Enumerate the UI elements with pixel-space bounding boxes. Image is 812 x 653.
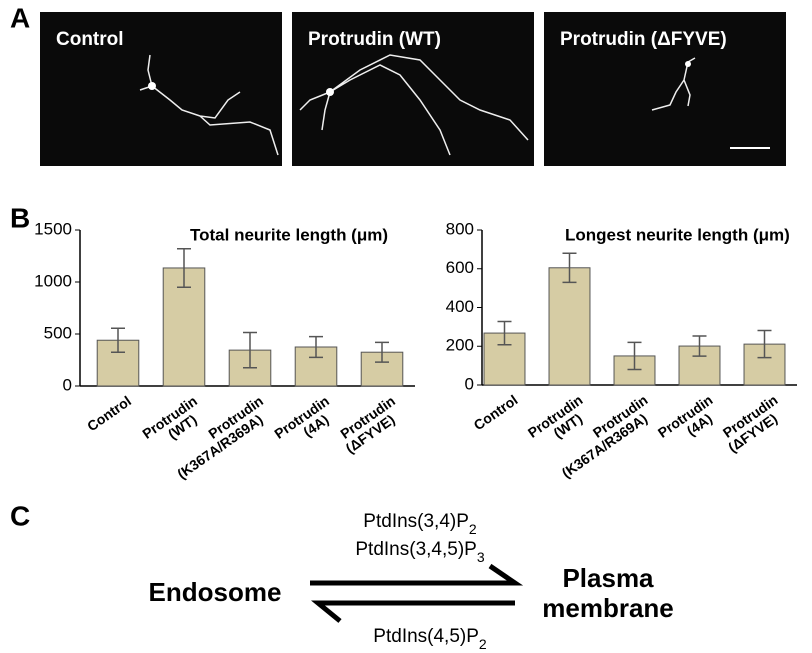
- y-tick-label: 1000: [34, 271, 72, 290]
- lipid-name: PtdIns(3,4)P: [363, 511, 469, 532]
- x-tick-label: Protrudin(4A): [271, 392, 340, 454]
- error-bar: [627, 341, 642, 371]
- panel-label: C: [10, 500, 30, 531]
- lipids: PtdIns(3,4)P2PtdIns(3,4,5)P3PtdIns(4,5)P…: [355, 511, 487, 652]
- x-tick-label: Protrudin(WT): [139, 392, 208, 454]
- bar: [548, 267, 591, 386]
- subscript: 3: [477, 549, 485, 565]
- y-tick-label: 400: [446, 297, 474, 316]
- lipid-name: PtdIns(3,4,5)P: [355, 539, 476, 560]
- chart: Total neurite length (μm) 0 500 1000 1500 Con…: [34, 219, 415, 482]
- lipid-name: PtdIns(4,5)P: [373, 626, 479, 647]
- x-tick-label: Control: [84, 392, 134, 434]
- image-label: Protrudin (WT): [308, 29, 441, 50]
- cell-body: [326, 88, 334, 96]
- error-bar: [497, 320, 512, 346]
- y-tick-label: 0: [465, 374, 474, 393]
- category-line: Control: [470, 391, 520, 433]
- error-bar: [309, 335, 323, 359]
- x-tick-label: Protrudin(ΔFYVE): [716, 391, 789, 455]
- lipid: PtdIns(3,4)P2: [363, 511, 477, 537]
- arrows: [310, 563, 524, 623]
- error-bar: [692, 335, 707, 357]
- panel-label: A: [10, 2, 30, 33]
- image-label: Control: [56, 29, 124, 50]
- chart-title: Total neurite length (μm): [190, 225, 388, 244]
- category-line: Control: [84, 392, 134, 434]
- chart-title: Longest neurite length (μm): [565, 225, 790, 244]
- cell-body: [148, 82, 156, 90]
- y-tick-label: 800: [446, 219, 474, 238]
- x-tick-label: Protrudin(WT): [525, 391, 594, 453]
- image-label: Protrudin (ΔFYVE): [560, 29, 727, 50]
- y-tick-label: 0: [63, 375, 72, 394]
- error-bar: [757, 329, 772, 359]
- micrograph: [40, 12, 282, 166]
- x-tick-label: Protrudin(4A): [655, 391, 724, 453]
- y-tick-label: 500: [44, 323, 72, 342]
- compartment: membrane: [542, 593, 674, 623]
- charts: Total neurite length (μm) 0 500 1000 1500 Con…: [34, 219, 797, 482]
- cell-body: [685, 61, 691, 67]
- error-bar: [243, 331, 257, 369]
- compartment: Plasma: [562, 563, 654, 593]
- micrograph: [544, 12, 786, 166]
- error-bar: [177, 247, 191, 288]
- subscript: 2: [479, 636, 487, 652]
- panel-label: B: [10, 202, 30, 233]
- subscript: 2: [469, 521, 477, 537]
- error-bar: [562, 252, 577, 284]
- lipid: PtdIns(4,5)P2: [373, 626, 487, 652]
- x-tick-label: Control: [470, 391, 520, 433]
- error-bar: [375, 341, 389, 363]
- compartment: Endosome: [149, 577, 282, 607]
- x-tick-label: Protrudin(ΔFYVE): [334, 392, 407, 456]
- lipid: PtdIns(3,4,5)P3: [355, 539, 484, 565]
- error-bar: [111, 327, 125, 353]
- y-tick-label: 1500: [34, 219, 72, 238]
- y-tick-label: 200: [446, 336, 474, 355]
- chart: Longest neurite length (μm) 0 200 400 600 800…: [446, 219, 797, 481]
- y-tick-label: 600: [446, 258, 474, 277]
